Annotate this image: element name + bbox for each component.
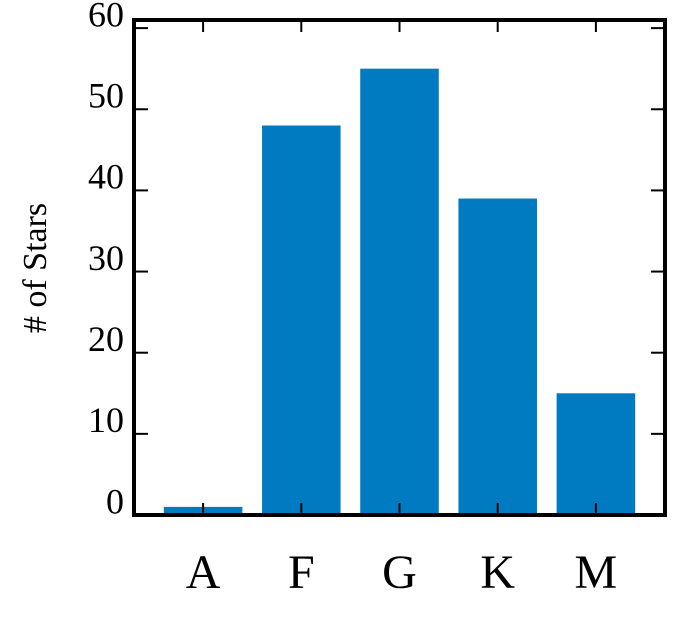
x-tick-label: K xyxy=(480,546,515,599)
x-tick-label: M xyxy=(575,546,618,599)
plot-frame xyxy=(132,18,667,517)
bar xyxy=(556,393,636,515)
x-tick-label: G xyxy=(382,546,417,599)
bar xyxy=(360,68,439,515)
y-tick-label: 10 xyxy=(88,400,124,440)
bar xyxy=(262,125,341,515)
x-tick-label: A xyxy=(186,546,221,599)
y-tick-label: 40 xyxy=(88,157,124,197)
y-axis-label: # of Stars xyxy=(17,203,54,333)
bar xyxy=(458,198,537,515)
y-tick-label: 30 xyxy=(88,238,124,278)
y-tick-label: 20 xyxy=(88,319,124,359)
y-tick-label: 60 xyxy=(88,0,124,34)
y-tick-label: 0 xyxy=(106,481,124,521)
x-tick-label: F xyxy=(288,546,315,599)
y-tick-label: 50 xyxy=(88,76,124,116)
